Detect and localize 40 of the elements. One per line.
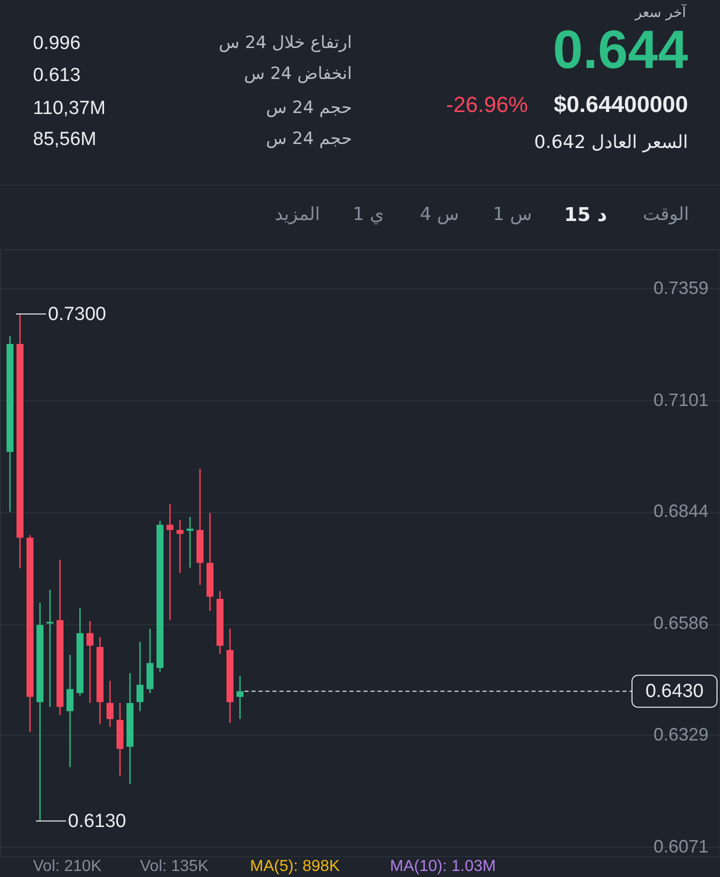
candlestick <box>176 519 184 574</box>
text: الوقت <box>642 204 689 225</box>
candlestick <box>236 675 244 720</box>
candlestick <box>106 680 114 728</box>
candlestick <box>166 503 174 621</box>
text: $0.64400000 <box>554 91 688 117</box>
ref-line-label: 0.6430 <box>645 681 704 702</box>
text: 1 س <box>492 204 532 225</box>
candlestick <box>86 620 94 704</box>
text: Vol: 135K <box>140 858 209 875</box>
text: 85,56M <box>33 129 96 150</box>
text: انخفاض 24 س <box>244 64 352 84</box>
text: 15 د <box>564 204 608 226</box>
text: آخر سعر <box>634 3 688 21</box>
y-tick-label: 0.7101 <box>653 390 708 410</box>
text: 110,37M <box>33 98 106 119</box>
candlestick <box>136 641 144 712</box>
annotation: 0.6130 <box>68 811 126 832</box>
text: -26.96% <box>446 92 528 117</box>
text: MA(10): 1.03M <box>390 858 496 875</box>
text: MA(5): 898K <box>250 858 340 875</box>
text: المزيد <box>274 204 320 225</box>
candlestick <box>186 516 194 568</box>
text: حجم 24 س <box>266 98 352 118</box>
y-tick-label: 0.6844 <box>653 501 708 522</box>
text: 1 ي <box>352 204 384 225</box>
y-tick-label: 0.6071 <box>653 836 708 856</box>
y-tick-label: 0.6329 <box>653 724 708 745</box>
text: حجم 24 س <box>266 129 352 149</box>
text: 0.644 <box>552 20 688 80</box>
text: Vol: 210K <box>33 858 102 875</box>
candlestick <box>66 654 74 768</box>
annotation: 0.7300 <box>48 304 106 325</box>
text: ارتفاع خلال 24 س <box>218 33 352 53</box>
y-tick-label: 0.7359 <box>653 278 708 298</box>
text: السعر العادل 0.642 <box>534 132 688 153</box>
text: 0.613 <box>33 65 81 86</box>
y-tick-label: 0.6586 <box>653 613 708 634</box>
text: 0.996 <box>33 33 81 54</box>
text: 4 س <box>420 204 459 225</box>
